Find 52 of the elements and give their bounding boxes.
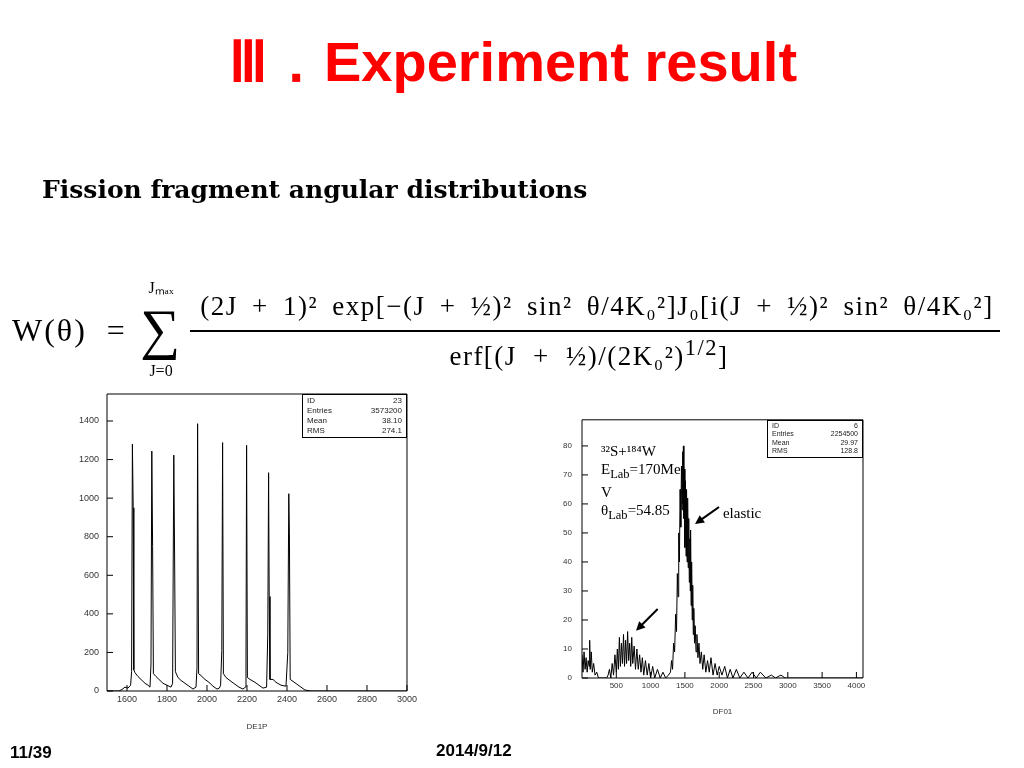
x-tick-label: 2200 xyxy=(236,693,258,704)
y-tick-label: 40 xyxy=(563,557,573,567)
x-tick-label: 2800 xyxy=(356,693,378,704)
y-tick-label: 1200 xyxy=(78,454,99,465)
text: (2J + 1)² exp[−(J + ½)² sin² θ/4K₀²]J₀[i(J + ½)² sin² θ/4K₀²] xyxy=(200,290,994,321)
y-tick-label: 600 xyxy=(83,569,99,580)
x-tick-label: 1600 xyxy=(116,693,138,704)
x-tick-label: 1800 xyxy=(156,693,178,704)
x-tick-label: 3000 xyxy=(396,693,417,704)
y-tick-label: 400 xyxy=(83,608,99,619)
y-tick-label: 800 xyxy=(83,531,99,542)
annotation: elastic xyxy=(722,504,762,521)
x-tick-label: 2400 xyxy=(276,693,298,704)
x-tick-label: 500 xyxy=(609,681,624,690)
y-tick-label: 0 xyxy=(93,685,99,696)
text: W(θ) = xyxy=(12,312,127,348)
y-tick-label: 20 xyxy=(563,615,573,625)
x-tick-label: 3000 xyxy=(778,681,798,690)
x-axis-title: DF01 xyxy=(712,707,733,717)
x-tick-label: 2000 xyxy=(710,681,729,690)
chart-title: Ⅲ．Experiment result xyxy=(228,30,798,93)
y-tick-label: 30 xyxy=(563,586,573,596)
text: ∑ xyxy=(140,298,180,360)
annotation: Mean 38.10 xyxy=(306,416,402,426)
y-tick-label: 10 xyxy=(563,644,573,654)
y-tick-label: 60 xyxy=(563,499,573,509)
y-tick-label: 80 xyxy=(563,441,573,451)
x-tick-label: 1500 xyxy=(676,681,695,690)
y-tick-label: 70 xyxy=(563,470,573,480)
text: 11/39 xyxy=(10,742,52,762)
x-tick-label: 3500 xyxy=(813,681,832,690)
y-tick-label: 0 xyxy=(567,673,573,683)
annotation: ID 23 xyxy=(306,396,402,406)
annotation: θ$_{Lab}$=54.85 xyxy=(601,500,671,524)
x-tick-label: 2000 xyxy=(196,693,218,704)
x-tick-label: 4000 xyxy=(847,681,866,690)
x-tick-label: 2600 xyxy=(316,693,338,704)
annotation: Entries 3573200 xyxy=(306,406,402,416)
text: Jₘₐₓ xyxy=(148,279,174,296)
x-tick-label: 1000 xyxy=(641,681,661,690)
x-tick-label: 2500 xyxy=(744,681,763,690)
y-tick-label: 50 xyxy=(563,528,573,538)
text: 2014/9/12 xyxy=(436,740,512,760)
chart-subtitle: Fission fragment angular distributions xyxy=(42,174,588,204)
text: J=0 xyxy=(149,362,173,379)
y-tick-label: 1400 xyxy=(78,415,99,426)
annotation: RMS 274.1 xyxy=(306,426,402,436)
x-axis-title: DE1P xyxy=(246,722,268,732)
annotation: ³²S+¹⁸⁴W xyxy=(601,441,657,460)
y-tick-label: 1000 xyxy=(78,492,99,503)
y-tick-label: 200 xyxy=(83,646,99,657)
text: erf[(J + ½)/(2K₀²)$^{1/2}$] xyxy=(449,334,729,371)
